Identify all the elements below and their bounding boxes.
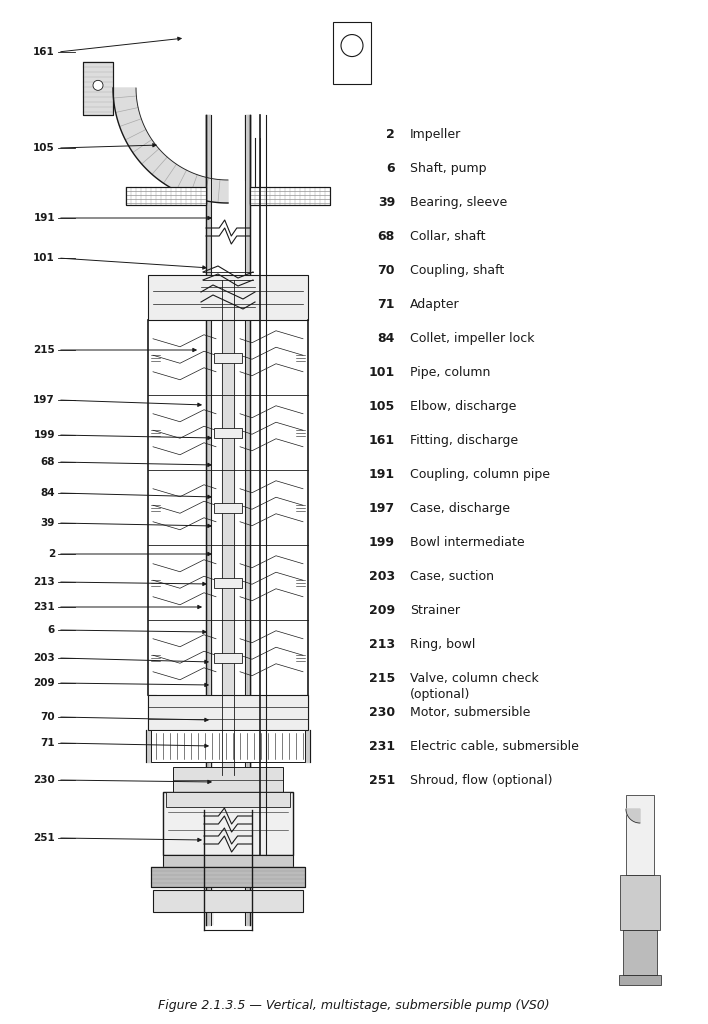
Polygon shape (113, 88, 228, 203)
Text: 230: 230 (33, 775, 55, 785)
Circle shape (341, 35, 363, 56)
Text: 251: 251 (33, 833, 55, 843)
Bar (153, 890, 303, 912)
Text: Shroud, flow (optional): Shroud, flow (optional) (410, 774, 552, 787)
Text: 39: 39 (40, 518, 55, 528)
Text: 39: 39 (378, 196, 395, 209)
Bar (126, 187, 206, 205)
Bar (626, 795, 654, 874)
Bar (163, 792, 293, 855)
Text: 70: 70 (40, 712, 55, 722)
Text: 213: 213 (369, 638, 395, 651)
Text: Strainer: Strainer (410, 604, 460, 617)
Text: Coupling, shaft: Coupling, shaft (410, 264, 504, 278)
Text: Ring, bowl: Ring, bowl (410, 638, 475, 651)
Bar (619, 975, 661, 985)
Text: Adapter: Adapter (410, 298, 459, 311)
Text: Motor, submersible: Motor, submersible (410, 706, 530, 719)
Text: 84: 84 (40, 488, 55, 498)
Text: 231: 231 (369, 740, 395, 753)
Bar (250, 187, 330, 205)
Text: 213: 213 (33, 577, 55, 587)
Bar (148, 275, 308, 319)
Text: 71: 71 (40, 738, 55, 748)
Text: Case, discharge: Case, discharge (410, 502, 510, 515)
Bar (83, 61, 113, 115)
Text: Fitting, discharge: Fitting, discharge (410, 434, 518, 447)
Text: 6: 6 (387, 162, 395, 175)
Text: 191: 191 (369, 468, 395, 481)
Text: 215: 215 (369, 672, 395, 685)
Text: 2: 2 (387, 128, 395, 141)
Bar (623, 930, 657, 975)
Text: Bearing, sleeve: Bearing, sleeve (410, 196, 507, 209)
Bar (148, 695, 308, 730)
Bar (126, 187, 206, 205)
Bar (173, 767, 283, 792)
Text: Pipe, column: Pipe, column (410, 366, 491, 379)
Bar (250, 187, 330, 205)
Text: 203: 203 (369, 570, 395, 583)
Bar (214, 503, 242, 512)
Text: Impeller: Impeller (410, 128, 461, 141)
Text: 191: 191 (33, 213, 55, 223)
Text: 161: 161 (33, 47, 55, 57)
Text: 203: 203 (33, 653, 55, 663)
Text: 68: 68 (40, 457, 55, 467)
Text: Figure 2.1.3.5 — Vertical, multistage, submersible pump (VS0): Figure 2.1.3.5 — Vertical, multistage, s… (158, 998, 550, 1012)
Text: 197: 197 (33, 395, 55, 406)
Text: Collar, shaft: Collar, shaft (410, 230, 486, 243)
Text: 101: 101 (369, 366, 395, 379)
Text: Elbow, discharge: Elbow, discharge (410, 400, 516, 413)
Text: 71: 71 (377, 298, 395, 311)
Text: 230: 230 (369, 706, 395, 719)
Text: 209: 209 (33, 678, 55, 688)
Text: Coupling, column pipe: Coupling, column pipe (410, 468, 550, 481)
Text: 68: 68 (378, 230, 395, 243)
Text: Case, suction: Case, suction (410, 570, 494, 583)
Text: Shaft, pump: Shaft, pump (410, 162, 486, 175)
Bar (214, 427, 242, 437)
Bar (151, 867, 305, 887)
Text: 101: 101 (33, 253, 55, 263)
Text: 251: 251 (369, 774, 395, 787)
Text: 209: 209 (369, 604, 395, 617)
Text: 105: 105 (369, 400, 395, 413)
Text: 197: 197 (369, 502, 395, 515)
Text: 161: 161 (369, 434, 395, 447)
Bar (620, 874, 660, 930)
Bar (214, 652, 242, 663)
Bar (166, 792, 290, 807)
Bar (151, 867, 305, 887)
Bar (163, 855, 293, 867)
Text: 215: 215 (33, 345, 55, 355)
Bar (151, 730, 305, 762)
Text: 84: 84 (377, 332, 395, 345)
Text: Bowl intermediate: Bowl intermediate (410, 536, 525, 549)
Text: 231: 231 (33, 602, 55, 612)
Text: Collet, impeller lock: Collet, impeller lock (410, 332, 535, 345)
Text: (optional): (optional) (410, 688, 470, 701)
Text: 105: 105 (33, 143, 55, 153)
Text: Electric cable, submersible: Electric cable, submersible (410, 740, 579, 753)
Text: 70: 70 (377, 264, 395, 278)
Bar (333, 22, 371, 84)
Text: Valve, column check: Valve, column check (410, 672, 539, 685)
Text: 199: 199 (369, 536, 395, 549)
Text: 6: 6 (47, 625, 55, 635)
Text: 199: 199 (33, 430, 55, 440)
Circle shape (93, 80, 103, 90)
Bar (214, 578, 242, 588)
Bar (214, 352, 242, 362)
Bar (83, 61, 113, 115)
Polygon shape (626, 809, 640, 823)
Text: 2: 2 (47, 549, 55, 559)
